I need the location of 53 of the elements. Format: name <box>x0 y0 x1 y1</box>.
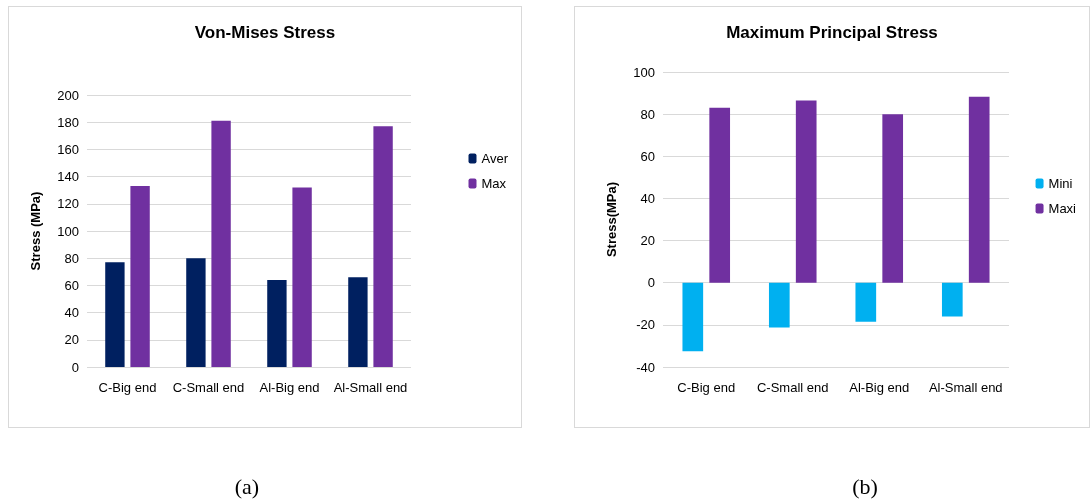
y-tick-label: 200 <box>57 87 79 103</box>
y-tick-label: 40 <box>64 305 79 321</box>
bar <box>968 96 990 283</box>
y-tick-label: 0 <box>647 275 655 291</box>
chart-title: Maximum Principal Stress <box>726 23 938 42</box>
bar <box>709 107 731 283</box>
x-tick-label: C-Big end <box>98 380 157 395</box>
bar <box>211 120 231 367</box>
y-axis-title: Stress(MPa) <box>604 181 619 258</box>
legend-label: Max <box>481 176 507 191</box>
bar <box>130 186 150 367</box>
y-tick-label: 160 <box>57 141 79 157</box>
y-tick-label: 100 <box>57 223 79 239</box>
y-tick-label: 20 <box>640 233 655 249</box>
bar <box>348 277 368 367</box>
y-tick-label: -40 <box>636 359 655 375</box>
y-tick-label: 20 <box>64 332 79 348</box>
x-tick-label: Al-Small end <box>333 380 408 395</box>
text: (a) <box>233 474 261 500</box>
y-tick-label: 180 <box>57 114 79 130</box>
x-tick-label: Al-Big end <box>849 380 910 395</box>
x-tick-label: C-Small end <box>756 380 829 395</box>
y-tick-label: 0 <box>71 359 79 375</box>
text: (b) <box>851 474 879 500</box>
x-tick-label: Al-Big end <box>259 380 320 395</box>
chart-title: Von-Mises Stress <box>194 23 336 42</box>
x-tick-label: Al-Small end <box>928 380 1003 395</box>
bar <box>882 114 904 283</box>
y-tick-label: -20 <box>636 317 655 333</box>
y-tick-label: 60 <box>640 148 655 164</box>
bar <box>682 282 704 352</box>
y-tick-label: 120 <box>57 196 79 212</box>
y-tick-label: 100 <box>633 64 655 80</box>
bar <box>267 279 287 367</box>
bar <box>768 282 790 328</box>
y-tick-label: 80 <box>640 106 655 122</box>
legend-label: Aver <box>481 151 509 166</box>
x-tick-label: C-Big end <box>677 380 736 395</box>
bar <box>105 262 125 367</box>
bar <box>186 258 206 367</box>
bar <box>292 187 312 367</box>
bar <box>855 282 877 322</box>
bar <box>795 100 817 283</box>
y-tick-label: 60 <box>64 277 79 293</box>
y-axis-title: Stress (MPa) <box>28 191 43 271</box>
bar <box>941 282 963 317</box>
bar <box>373 126 393 367</box>
y-tick-label: 80 <box>64 250 79 266</box>
legend-label: Maxi <box>1048 201 1077 216</box>
y-tick-label: 140 <box>57 169 79 185</box>
x-tick-label: C-Small end <box>172 380 245 395</box>
y-tick-label: 40 <box>640 190 655 206</box>
legend-label: Mini <box>1048 176 1073 191</box>
